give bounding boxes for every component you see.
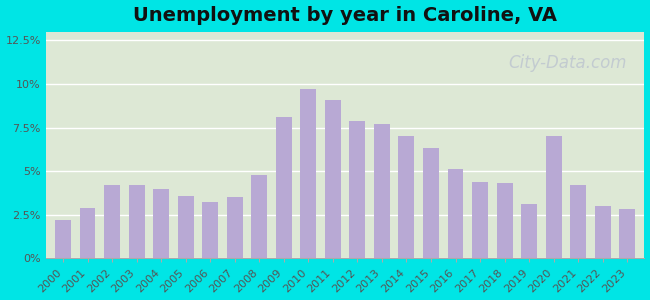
Text: City-Data.com: City-Data.com: [508, 54, 627, 72]
Bar: [129, 185, 144, 258]
Bar: [55, 220, 71, 258]
Bar: [227, 197, 242, 258]
Bar: [252, 175, 267, 258]
Bar: [325, 100, 341, 258]
Bar: [398, 136, 415, 258]
Title: Unemployment by year in Caroline, VA: Unemployment by year in Caroline, VA: [133, 6, 557, 25]
Bar: [350, 121, 365, 258]
Bar: [521, 204, 537, 258]
Bar: [595, 206, 611, 258]
Bar: [546, 136, 562, 258]
Bar: [619, 209, 635, 258]
Bar: [177, 196, 194, 258]
Bar: [153, 189, 169, 258]
Bar: [472, 182, 488, 258]
Bar: [497, 183, 513, 258]
Bar: [570, 185, 586, 258]
Bar: [423, 148, 439, 258]
Bar: [448, 169, 463, 258]
Bar: [104, 185, 120, 258]
Bar: [276, 117, 292, 258]
Bar: [202, 202, 218, 258]
Bar: [300, 89, 317, 258]
Bar: [374, 124, 390, 258]
Bar: [79, 208, 96, 258]
